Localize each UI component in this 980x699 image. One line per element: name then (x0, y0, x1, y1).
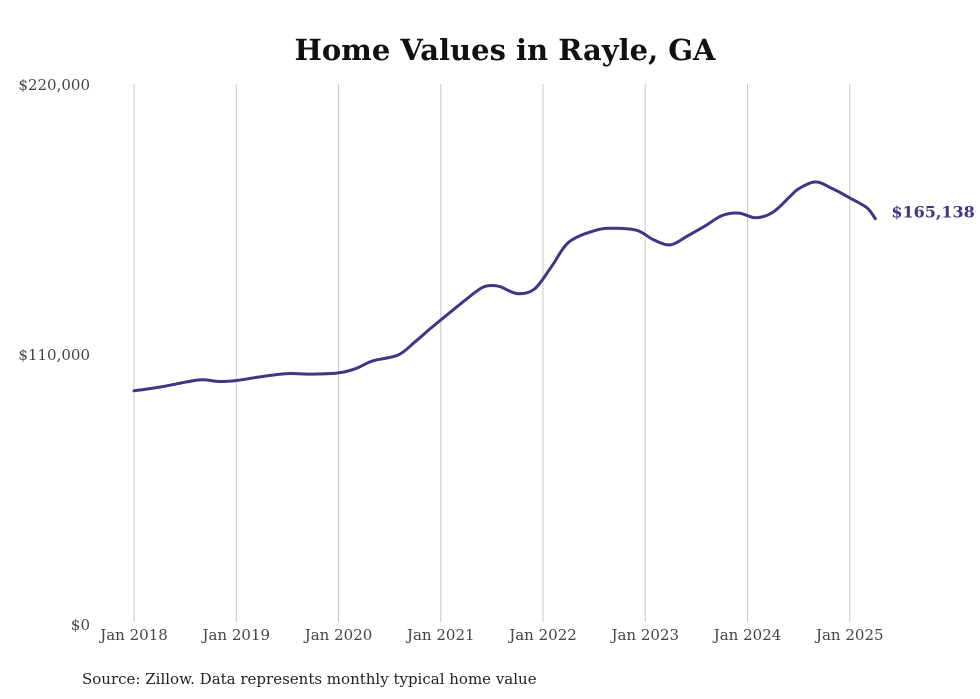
x-tick-label: Jan 2018 (98, 626, 168, 644)
y-tick-label: $110,000 (18, 346, 90, 364)
y-tick-label: $0 (71, 616, 90, 634)
chart-title: Home Values in Rayle, GA (294, 33, 716, 67)
x-axis-tick-labels: Jan 2018 Jan 2019 Jan 2020 Jan 2021 Jan 2022… (98, 626, 883, 644)
y-axis-tick-labels: $0 $110,000 $220,000 (18, 76, 90, 634)
x-tick-label: Jan 2019 (200, 626, 270, 644)
x-tick-label: Jan 2024 (712, 626, 782, 644)
x-tick-label: Jan 2023 (609, 626, 679, 644)
source-note: Source: Zillow. Data represents monthly … (82, 670, 537, 688)
gridlines (133, 84, 851, 622)
end-value-label: $165,138 (891, 203, 975, 222)
x-tick-label: Jan 2022 (507, 626, 577, 644)
x-tick-label: Jan 2025 (814, 626, 884, 644)
x-tick-label: Jan 2021 (405, 626, 475, 644)
y-tick-label: $220,000 (18, 76, 90, 94)
x-tick-label: Jan 2020 (303, 626, 373, 644)
series-line-home-value (132, 180, 877, 393)
